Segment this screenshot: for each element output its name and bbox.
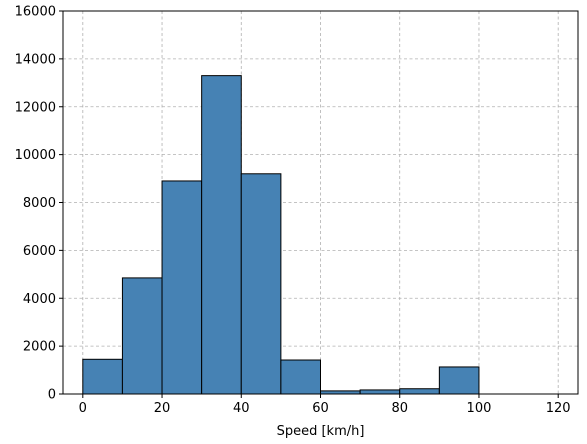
histogram-bar xyxy=(161,180,203,395)
x-tick-label: 20 xyxy=(154,401,171,416)
histogram-bar xyxy=(240,173,282,395)
histogram-bars xyxy=(82,75,480,395)
y-tick-label: 10000 xyxy=(15,148,56,163)
y-axis-ticks: 0 2000 4000 6000 8000 10000 12000 14000 16000 xyxy=(15,5,63,403)
y-tick-label: 14000 xyxy=(15,52,56,67)
y-tick-label: 4000 xyxy=(23,292,56,307)
x-tick-label: 40 xyxy=(233,401,250,416)
y-tick-label: 8000 xyxy=(23,196,56,211)
y-tick-label: 16000 xyxy=(15,5,56,20)
x-tick-label: 100 xyxy=(467,401,492,416)
histogram-bar xyxy=(438,366,480,395)
histogram-bar xyxy=(121,277,163,395)
x-tick-label: 60 xyxy=(312,401,329,416)
y-tick-label: 6000 xyxy=(23,244,56,259)
y-tick-label: 12000 xyxy=(15,100,56,115)
histogram-bar xyxy=(201,75,242,395)
histogram-bar xyxy=(359,389,401,395)
y-tick-label: 0 xyxy=(48,388,56,403)
histogram-bar xyxy=(399,388,440,395)
x-tick-label: 120 xyxy=(546,401,571,416)
y-tick-label: 2000 xyxy=(23,340,56,355)
x-axis-ticks: 0 20 40 60 80 100 120 xyxy=(79,394,571,416)
x-tick-label: 0 xyxy=(79,401,87,416)
histogram-bar xyxy=(82,358,123,395)
x-tick-label: 80 xyxy=(391,401,408,416)
histogram-bar xyxy=(280,359,321,395)
x-axis-label: Speed [km/h] xyxy=(277,424,365,439)
